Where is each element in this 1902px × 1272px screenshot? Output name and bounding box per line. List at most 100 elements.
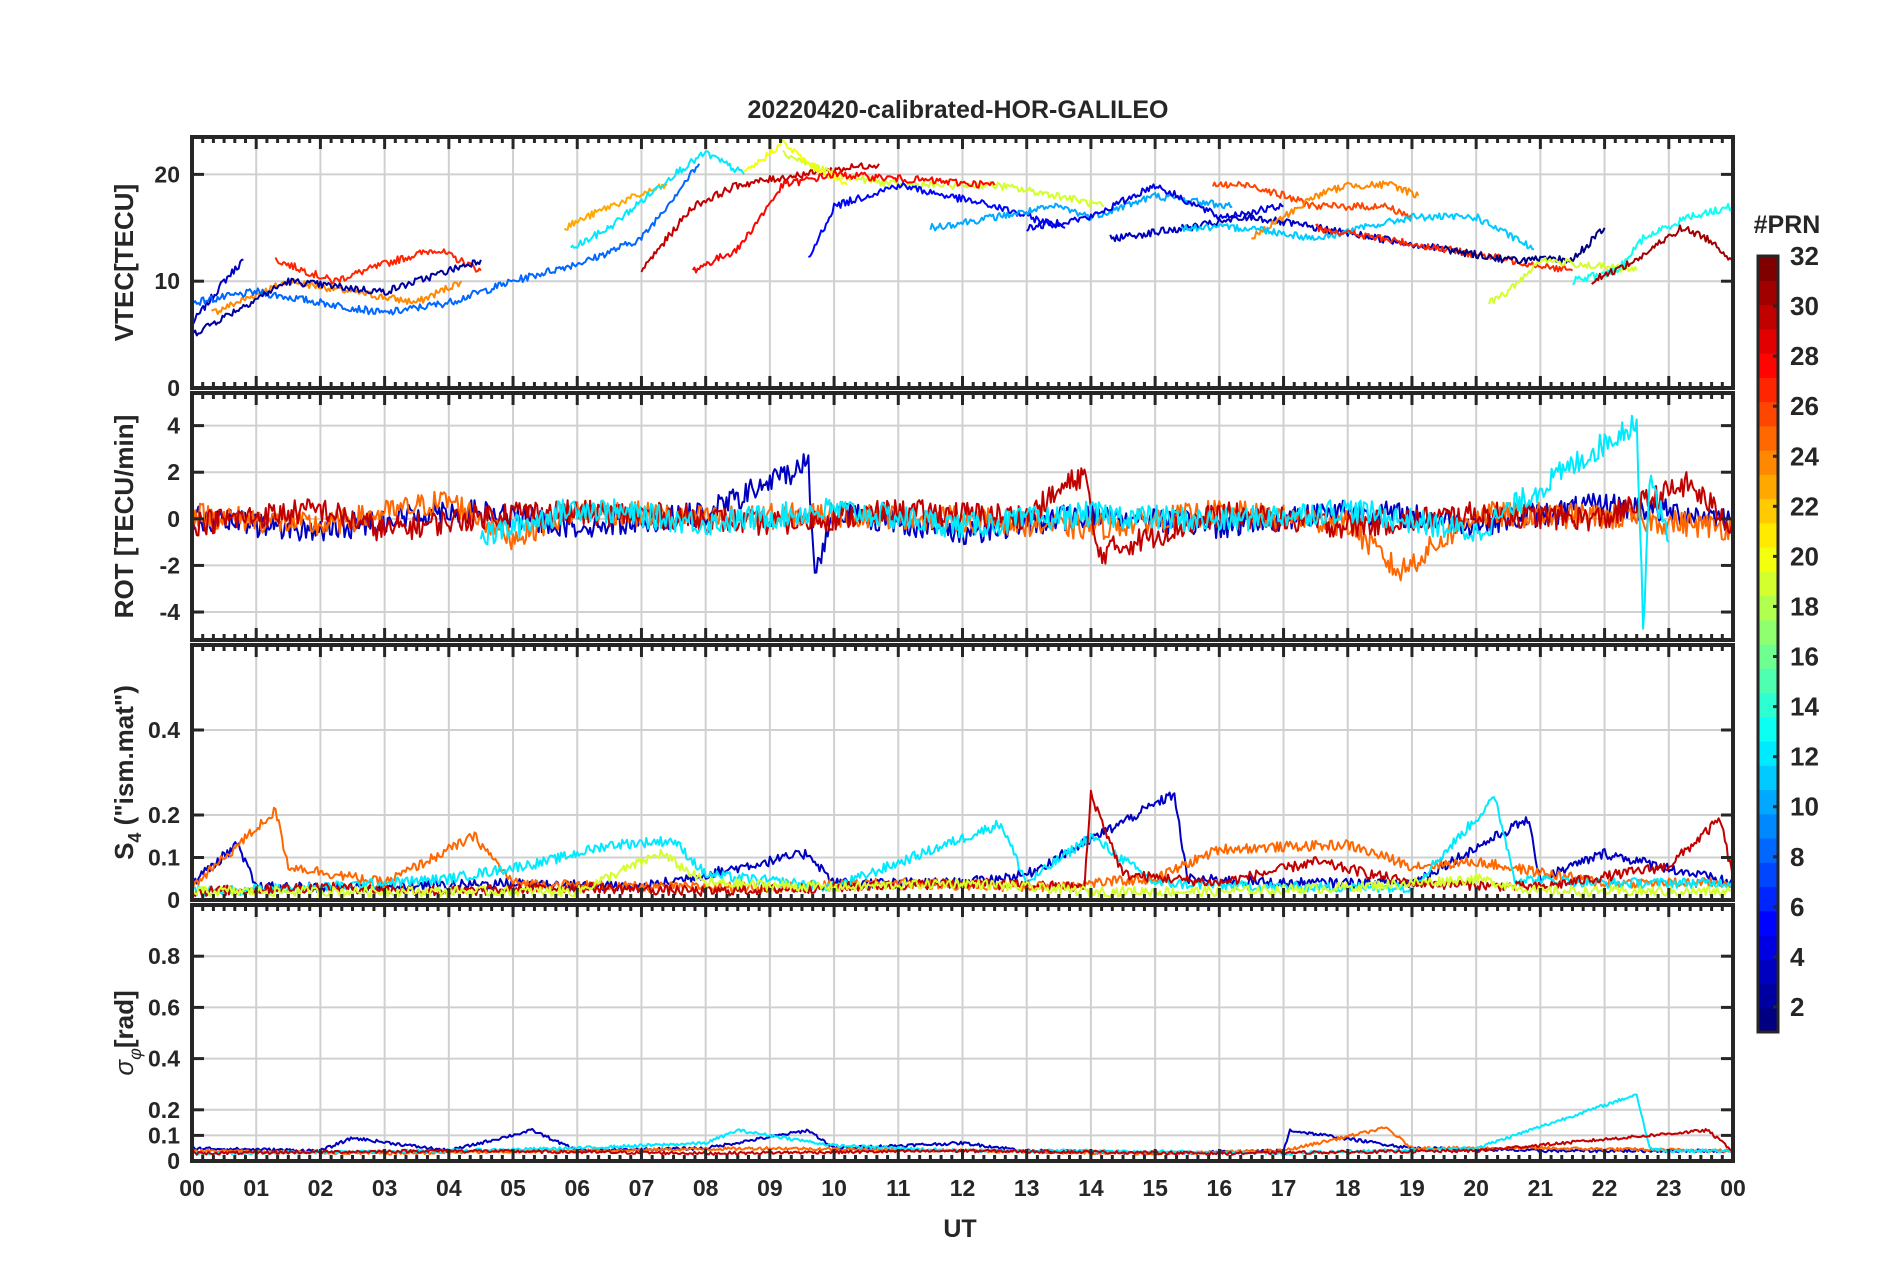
y-tick-label: 0 [167, 1148, 180, 1174]
colorbar-segment [1758, 789, 1778, 815]
colorbar-tick-label: 24 [1790, 441, 1819, 471]
y-tick-label: 0.6 [148, 994, 180, 1020]
y-tick-label: 0.4 [148, 717, 180, 743]
y-tick-label: 0 [167, 506, 180, 532]
colorbar-frame [1756, 254, 1780, 1034]
y-axis-label: σφ[rad] [109, 990, 145, 1075]
colorbar-tick-label: 16 [1790, 642, 1819, 672]
colorbar-segment [1758, 692, 1778, 718]
y-tick-label: -2 [160, 552, 180, 578]
x-tick-label: 06 [564, 1175, 590, 1201]
traces [192, 414, 1733, 630]
series-prn-11 [1180, 212, 1535, 251]
series-prn-26 [1211, 180, 1413, 220]
x-tick-label: 04 [436, 1175, 462, 1201]
panel-sigma_phi: 00.10.2 0.4 0.6 0.8σφ[rad] [109, 903, 1735, 1174]
colorbar-segment [1758, 474, 1778, 500]
colorbar-segment [1758, 716, 1778, 742]
y-tick-label: 0 [167, 887, 180, 913]
series-prn-2 [192, 259, 482, 337]
colorbar-label: #PRN [1754, 211, 1821, 239]
colorbar-segment [1758, 571, 1778, 597]
series-prn-27 [1315, 223, 1573, 273]
series-prn-3 [1109, 213, 1445, 252]
x-tick-label: 23 [1656, 1175, 1682, 1201]
x-tick-label: 05 [500, 1175, 526, 1201]
series-prn-13 [1572, 202, 1733, 286]
colorbar-segment [1758, 425, 1778, 451]
colorbar-tick-label: 18 [1790, 591, 1819, 621]
x-tick-label: 15 [1142, 1175, 1168, 1201]
series-prn-8 [192, 163, 701, 316]
colorbar-segment [1758, 668, 1778, 694]
series-prn-31 [1591, 224, 1733, 285]
x-tick-label: 02 [308, 1175, 334, 1201]
y-tick-label: 0.2 [148, 802, 180, 828]
colorbar-segment [1758, 522, 1778, 548]
traces [192, 139, 1733, 337]
series-prn-12 [192, 796, 1733, 897]
colorbar-segment [1758, 401, 1778, 427]
colorbar-tick-label: 12 [1790, 742, 1819, 772]
colorbar-tick-label: 32 [1790, 241, 1819, 271]
x-tick-label: 19 [1399, 1175, 1425, 1201]
y-axis-label: ROT [TECU/min] [109, 415, 139, 619]
colorbar-tick-label: 10 [1790, 792, 1819, 822]
colorbar-segment [1758, 838, 1778, 863]
series-prn-24 [1250, 180, 1420, 240]
y-tick-label: -4 [160, 599, 181, 625]
colorbar-segment [1758, 765, 1778, 791]
colorbar-segment [1758, 498, 1778, 524]
x-tick-label: 00 [1720, 1175, 1746, 1201]
series-prn-30 [640, 162, 880, 273]
y-tick-label: 10 [154, 268, 180, 294]
panel-rot: -4 -2 0 2 4 ROT [TECU/min] [109, 391, 1735, 642]
colorbar-segment [1758, 935, 1778, 960]
colorbar-segment [1758, 983, 1778, 1009]
x-tick-label: 01 [243, 1175, 269, 1201]
colorbar-tick-label: 6 [1790, 892, 1804, 922]
colorbar-segment [1758, 619, 1778, 645]
colorbar-segment [1758, 547, 1778, 572]
colorbar-segment [1758, 886, 1778, 912]
y-tick-label: 0.8 [148, 943, 180, 969]
colorbar-segment [1758, 862, 1778, 888]
chart-title: 20220420-calibrated-HOR-GALILEO [748, 96, 1169, 124]
colorbar-segment [1758, 959, 1778, 985]
colorbar-segment [1758, 1007, 1778, 1033]
colorbar-tick-label: 28 [1790, 341, 1819, 371]
panel-s4: 0 0.1 0.2 0.4S4 ("ism.mat") [109, 643, 1735, 913]
series-prn-4 [1026, 183, 1284, 232]
colorbar-segment [1758, 450, 1778, 475]
y-tick-label: 0.2 [148, 1097, 180, 1123]
y-axis-label: VTEC[TECU] [109, 184, 139, 341]
colorbar-tick-label: 22 [1790, 491, 1819, 521]
series-prn-24 [211, 278, 463, 315]
x-tick-label: 11 [886, 1175, 911, 1201]
colorbar-tick-label: 2 [1790, 992, 1804, 1022]
colorbar-tick-label: 30 [1790, 291, 1819, 321]
x-tick-label: 00 [179, 1175, 205, 1201]
x-tick-label: 22 [1592, 1175, 1618, 1201]
x-tick-label: 16 [1207, 1175, 1233, 1201]
x-tick-label: 20 [1463, 1175, 1489, 1201]
series-prn-5 [807, 182, 1066, 258]
panel-vtec: 0 10 20 VTEC[TECU] [109, 135, 1735, 401]
colorbar-segment [1758, 813, 1778, 839]
x-tick-label: 03 [372, 1175, 398, 1201]
x-axis: 00 01 02 03 04 05 06 07 08 09 10 11 12 13 14 15 16 17 18 19… [179, 1175, 1746, 1201]
y-tick-label: 4 [167, 413, 180, 439]
colorbar-segment [1758, 595, 1778, 621]
x-tick-label: 14 [1078, 1175, 1104, 1201]
series-prn-3 [192, 258, 244, 325]
x-tick-label: 10 [821, 1175, 847, 1201]
x-tick-label: 13 [1014, 1175, 1040, 1201]
colorbar-tick-label: 26 [1790, 391, 1819, 421]
series-prn-23 [563, 183, 668, 231]
colorbar-segment [1758, 280, 1778, 306]
y-tick-label: 0.4 [148, 1046, 180, 1072]
x-tick-label: 12 [950, 1175, 976, 1201]
y-tick-label: 20 [154, 161, 180, 187]
